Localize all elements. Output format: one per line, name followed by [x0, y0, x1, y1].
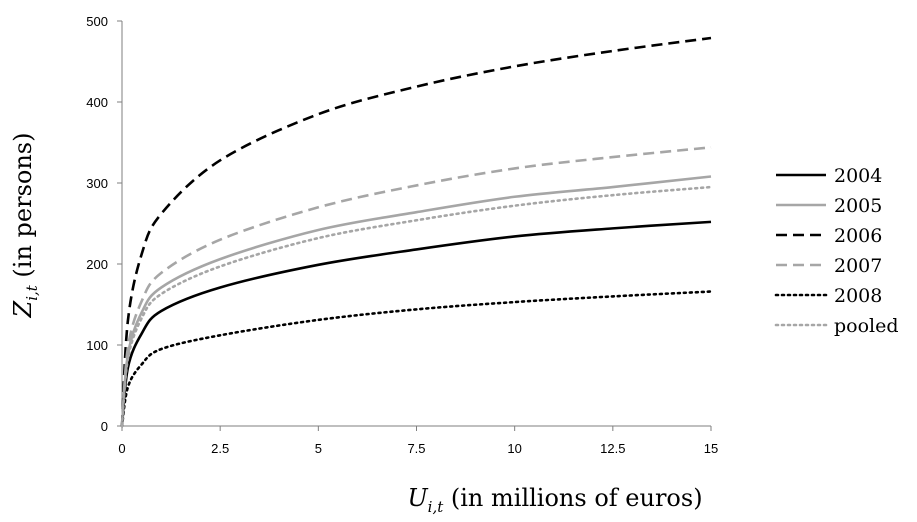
series-layer: [120, 36, 713, 428]
y-tick-label: 300: [86, 176, 108, 191]
x-ticks: 0 2.5 5 7.5 10 12.5 15: [118, 426, 718, 456]
legend-label-2005: 2005: [834, 195, 882, 217]
x-axis-title: Ui,t (in millions of euros): [407, 484, 702, 516]
y-tick-label: 400: [86, 95, 108, 110]
y-tick-label: 100: [86, 338, 108, 353]
series-line-2007: [120, 146, 712, 427]
legend-label-pooled: pooled: [834, 315, 899, 337]
x-tick-label: 15: [704, 441, 718, 456]
axes: [121, 21, 711, 427]
y-ticks: 0 100 200 300 400 500: [86, 14, 122, 434]
series-line-2004: [120, 220, 712, 427]
y-tick-label: 0: [101, 419, 108, 434]
x-tick-label: 7.5: [407, 441, 425, 456]
series-line-2008: [120, 290, 713, 428]
series-line-2006: [120, 36, 712, 427]
legend-label-2006: 2006: [834, 225, 882, 247]
legend-label-2004: 2004: [834, 165, 882, 187]
legend-label-2008: 2008: [834, 285, 882, 307]
x-tick-label: 12.5: [600, 441, 625, 456]
x-tick-label: 0: [118, 441, 125, 456]
y-tick-label: 500: [86, 14, 108, 29]
y-tick-label: 200: [86, 257, 108, 272]
series-line-pooled: [120, 185, 713, 428]
y-axis-title: Zi,t (in persons): [9, 133, 41, 319]
x-tick-label: 10: [507, 441, 521, 456]
legend-label-2007: 2007: [834, 255, 882, 277]
series-line-2005: [120, 175, 712, 427]
x-tick-label: 2.5: [211, 441, 229, 456]
legend: 2004 2005 2006 2007 2008 pooled: [774, 165, 899, 337]
x-tick-label: 5: [315, 441, 322, 456]
